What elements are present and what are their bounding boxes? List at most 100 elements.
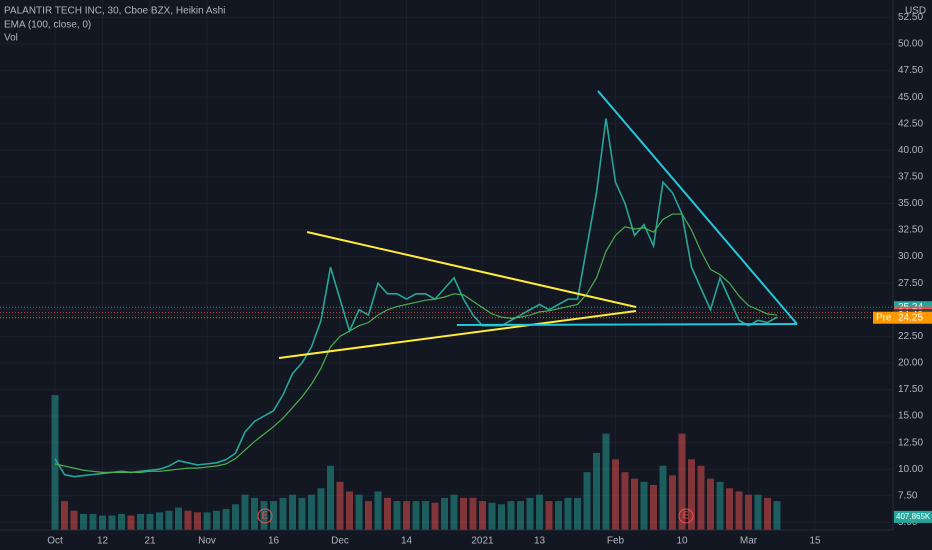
- volume-bar: [70, 510, 78, 530]
- y-tick-label: 47.50: [898, 65, 923, 76]
- volume-bar: [194, 512, 201, 530]
- volume-bar: [678, 433, 686, 530]
- volume-bar: [536, 494, 543, 530]
- x-tick-label: 13: [534, 536, 546, 547]
- price-label-box: [894, 311, 932, 324]
- y-tick-label: 22.50: [898, 331, 923, 342]
- x-tick-label: Dec: [331, 536, 349, 547]
- y-tick-label: 27.50: [898, 278, 923, 289]
- volume-bar: [555, 501, 562, 530]
- volume-bar: [260, 501, 268, 530]
- price-label-name: Pre: [876, 312, 892, 323]
- volume-value-label: 407.865K: [896, 512, 931, 521]
- volume-bar: [669, 475, 676, 530]
- volume-bar: [222, 509, 230, 530]
- volume-bar: [203, 512, 211, 530]
- y-tick-label: 37.50: [898, 172, 923, 183]
- x-tick-label: 14: [401, 536, 413, 547]
- trendline: [456, 323, 798, 326]
- volume-bar: [688, 459, 695, 530]
- x-tick-label: 15: [809, 536, 821, 547]
- volume-bar: [773, 501, 781, 530]
- volume-label: Vol: [4, 33, 18, 44]
- volume-bar: [89, 513, 97, 530]
- volume-bar: [127, 515, 135, 530]
- x-tick-label: Nov: [198, 536, 216, 547]
- volume-bar: [241, 494, 249, 530]
- volume-bar: [593, 452, 600, 530]
- x-tick-label: 10: [676, 536, 688, 547]
- y-tick-label: 20.00: [898, 358, 923, 369]
- volume-bar: [488, 502, 496, 530]
- volume-bar: [165, 510, 173, 530]
- volume-bar: [289, 494, 296, 530]
- volume-bar: [716, 481, 724, 530]
- trendline: [306, 231, 637, 308]
- series-line: [54, 213, 778, 473]
- volume-bar: [374, 491, 382, 530]
- volume-bar: [479, 501, 486, 530]
- volume-bar: [631, 478, 638, 530]
- price-label-box: [873, 311, 894, 324]
- volume-bar: [621, 472, 629, 530]
- trendline: [278, 310, 637, 359]
- volume-bar: [745, 494, 752, 530]
- volume-bar: [393, 501, 401, 530]
- price-pane: [0, 118, 893, 478]
- volume-bar: [583, 472, 591, 530]
- symbol-title: PALANTIR TECH INC, 30, Cboe BZX, Heikin …: [4, 6, 225, 17]
- volume-bar: [498, 504, 505, 530]
- volume-bar: [270, 501, 277, 530]
- volume-bar: [308, 494, 315, 530]
- volume-bar: [51, 395, 59, 530]
- volume-bar: [526, 497, 534, 530]
- volume-bar: [650, 485, 657, 530]
- volume-bar: [640, 481, 648, 530]
- x-tick-label: 21: [144, 536, 156, 547]
- x-tick-label: Mar: [740, 536, 758, 547]
- y-tick-label: 10.00: [898, 464, 923, 475]
- volume-bar: [118, 513, 125, 530]
- volume-bar: [251, 497, 258, 530]
- y-tick-label: 45.00: [898, 92, 923, 103]
- volume-bar: [659, 465, 667, 530]
- earnings-icon[interactable]: [257, 508, 273, 524]
- volume-bar: [184, 510, 192, 530]
- x-tick-label: Oct: [47, 536, 63, 547]
- volume-bar: [697, 465, 705, 530]
- volume-bar: [517, 501, 524, 530]
- earnings-marker[interactable]: E: [262, 511, 269, 522]
- y-tick-label: 32.50: [898, 225, 923, 236]
- indicator-label: EMA (100, close, 0): [4, 20, 91, 31]
- volume-bar: [232, 504, 239, 530]
- volume-bar: [317, 488, 325, 530]
- x-tick-label: Feb: [607, 536, 625, 547]
- volume-bar: [507, 501, 515, 530]
- volume-bar: [602, 433, 610, 530]
- price-label: 24.25: [898, 312, 923, 323]
- series-line: [54, 118, 778, 478]
- volume-bar: [279, 497, 287, 530]
- y-tick-label: 30.00: [898, 251, 923, 262]
- volume-bar: [564, 497, 572, 530]
- volume-bar: [80, 513, 87, 530]
- volume-bar: [545, 501, 553, 530]
- volume-bar: [336, 481, 344, 530]
- y-tick-label: 15.00: [898, 411, 923, 422]
- volume-bar: [99, 515, 106, 530]
- x-tick-label: 16: [268, 536, 280, 547]
- y-tick-label: 52.50: [898, 12, 923, 23]
- volume-bar: [156, 512, 163, 530]
- volume-bar: [707, 478, 714, 530]
- earnings-marker[interactable]: E: [683, 511, 690, 522]
- volume-bar: [441, 497, 448, 530]
- trendline: [597, 90, 798, 325]
- volume-bar: [365, 501, 372, 530]
- y-tick-label: 35.00: [898, 198, 923, 209]
- volume-bar: [574, 497, 581, 530]
- volume-bar: [612, 459, 619, 530]
- volume-bar: [764, 497, 771, 530]
- earnings-icon[interactable]: [678, 508, 694, 524]
